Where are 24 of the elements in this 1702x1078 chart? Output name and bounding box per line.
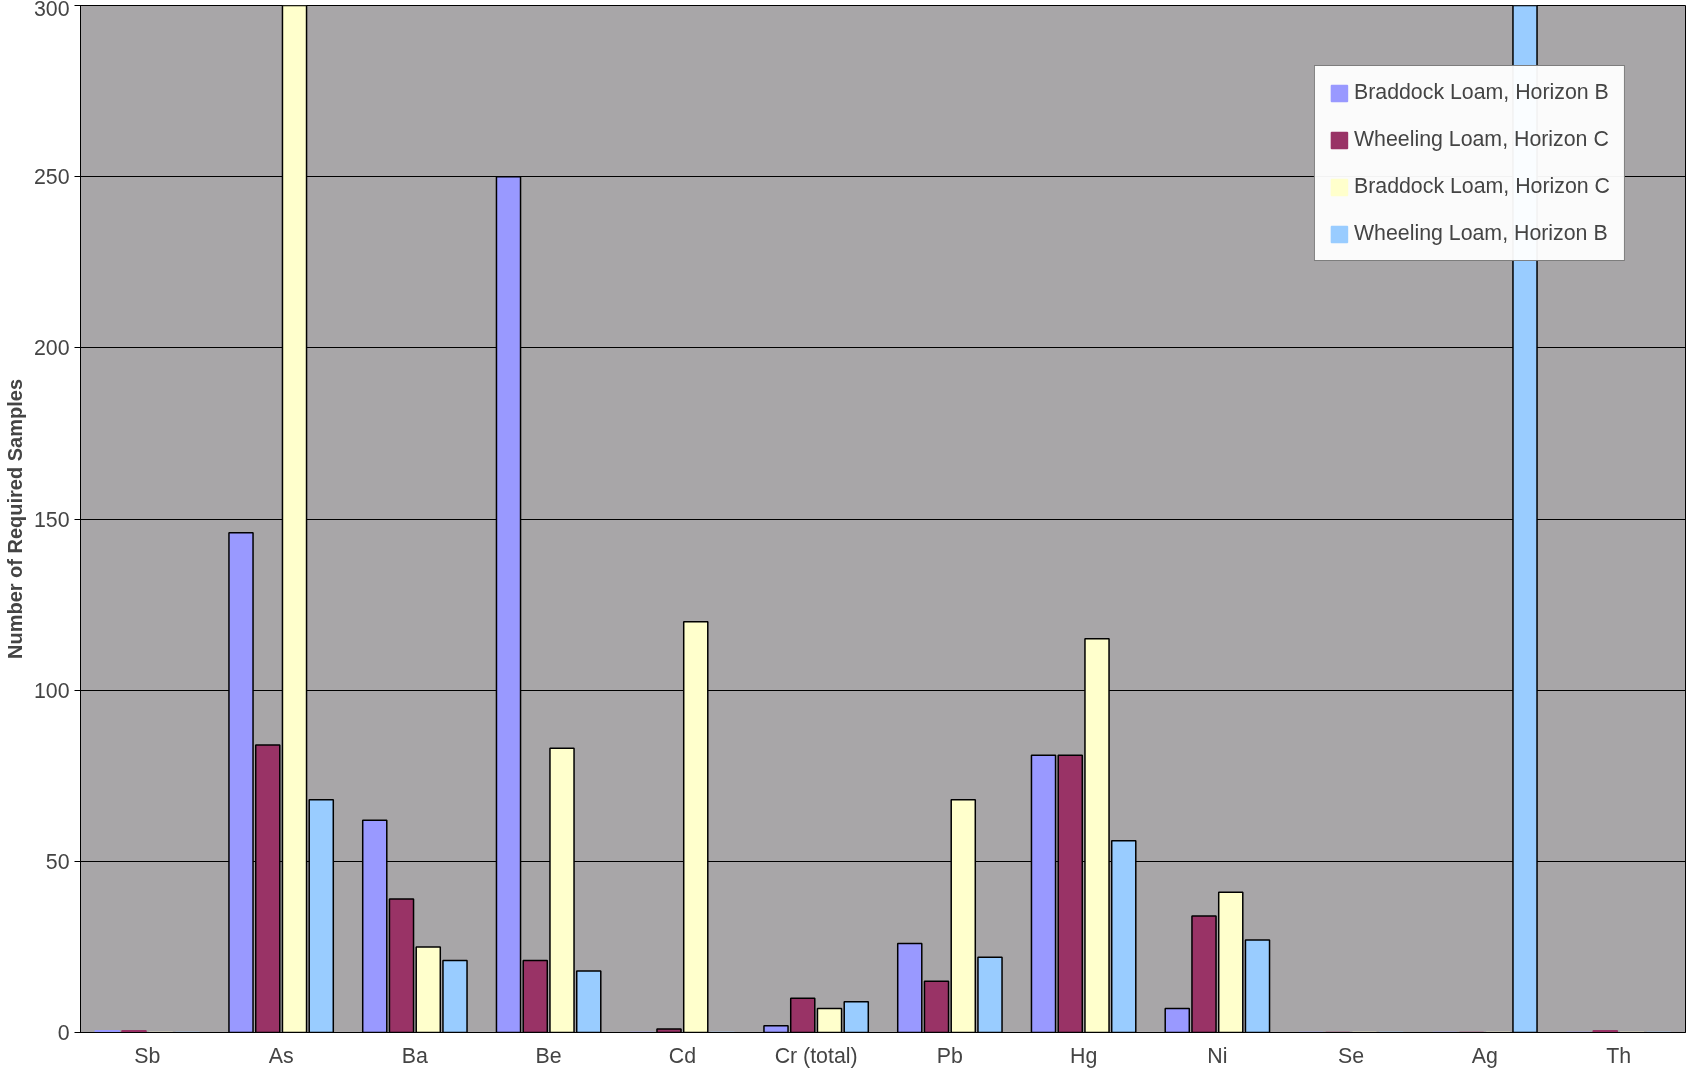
y-tick-label: 250 <box>33 165 70 190</box>
y-tick-label: 200 <box>33 336 70 361</box>
y-tick-label: 100 <box>33 678 70 703</box>
y-tick-label: 50 <box>45 849 70 874</box>
legend-label: Wheeling Loam, Horizon C <box>1353 127 1609 152</box>
y-axis-title: Number of Required Samples <box>3 378 26 660</box>
y-tick-label: 150 <box>33 507 70 532</box>
x-tick-label: Pb <box>936 1043 963 1068</box>
legend-label: Wheeling Loam, Horizon B <box>1353 221 1608 246</box>
legend-label: Braddock Loam, Horizon C <box>1353 174 1610 199</box>
x-tick-label: Sb <box>134 1043 161 1068</box>
x-tick-label: Hg <box>1069 1043 1098 1068</box>
x-tick-label: Be <box>535 1043 562 1068</box>
x-tick-label: Ni <box>1207 1043 1228 1068</box>
x-tick-label: Se <box>1338 1043 1365 1068</box>
x-tick-label: Cr (total) <box>774 1043 858 1068</box>
x-tick-label: Th <box>1606 1043 1632 1068</box>
y-tick-label: 300 <box>33 0 70 21</box>
x-tick-label: Ba <box>401 1043 429 1068</box>
x-tick-label: Ag <box>1471 1043 1498 1068</box>
x-tick-label: As <box>268 1043 294 1068</box>
legend-label: Braddock Loam, Horizon B <box>1353 80 1609 105</box>
x-tick-label: Cd <box>668 1043 697 1068</box>
y-tick-label: 0 <box>57 1021 70 1045</box>
